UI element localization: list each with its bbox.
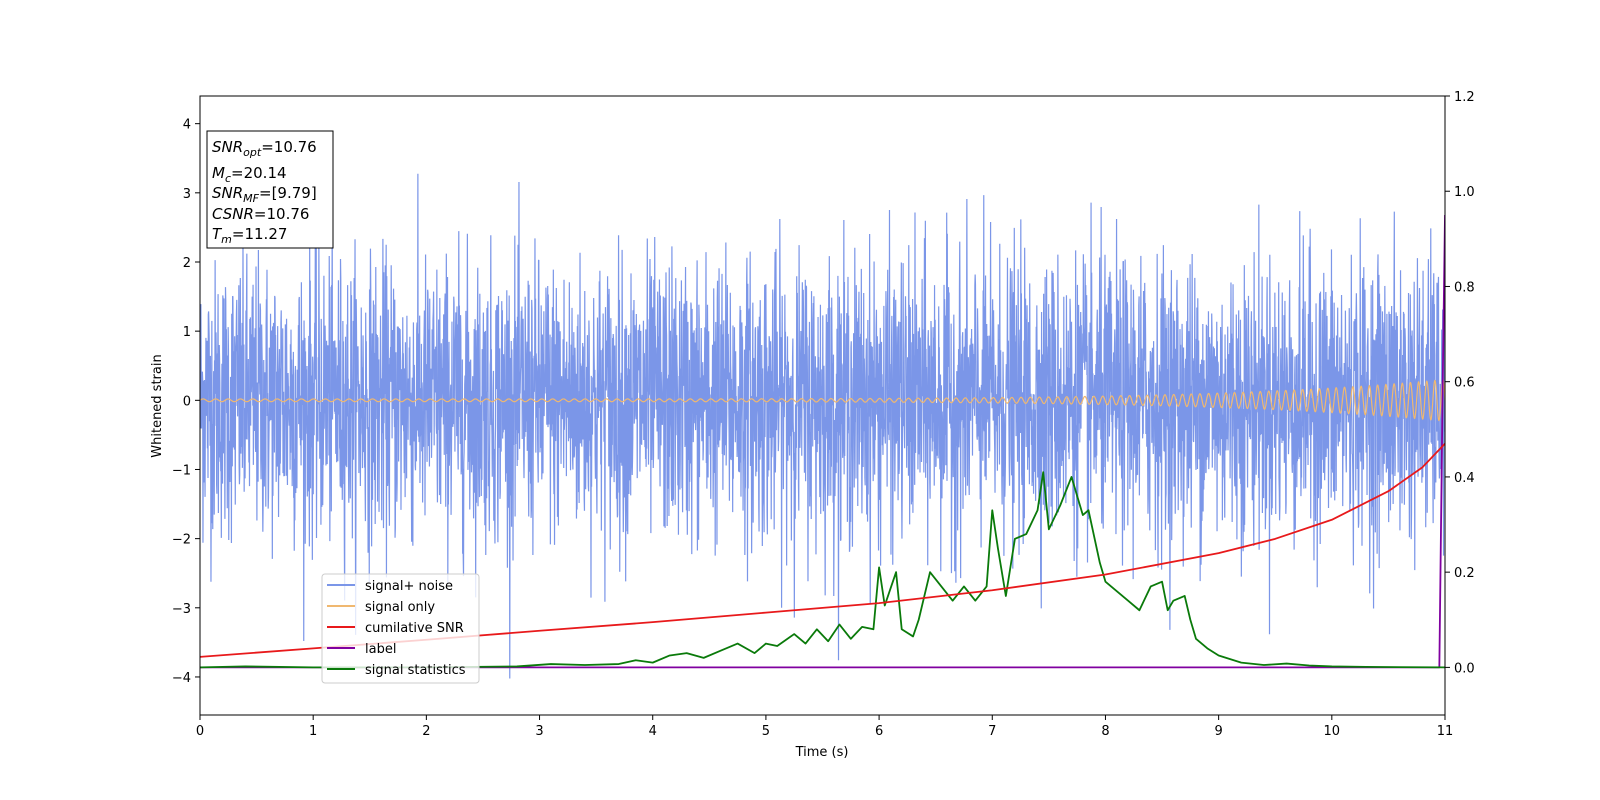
y-tick-label: 3 — [183, 187, 191, 202]
y2-tick-label: 0.2 — [1454, 566, 1475, 581]
y2-tick-label: 0.6 — [1454, 376, 1475, 391]
x-tick-label: 7 — [988, 724, 996, 739]
plot-frame — [199, 95, 1446, 716]
annotation-line: SNRopt=10.76 — [212, 138, 317, 159]
x-tick-label: 0 — [196, 724, 204, 739]
y-tick-label: −4 — [172, 671, 191, 686]
x-tick-label: 11 — [1437, 724, 1454, 739]
x-tick-label: 8 — [1101, 724, 1109, 739]
x-tick-label: 9 — [1214, 724, 1222, 739]
y-axis-left: 4 3 2 1 0 −1 −2 −3 −4 — [172, 118, 200, 686]
y-tick-label: 1 — [183, 325, 191, 340]
legend: signal+ noise signal only cumilative SNR la… — [321, 573, 480, 684]
y-tick-label: −3 — [172, 602, 191, 617]
legend-frame — [321, 573, 480, 684]
legend-label: label — [365, 642, 396, 657]
y2-tick-label: 0.0 — [1454, 661, 1475, 676]
y2-tick-label: 0.8 — [1454, 280, 1475, 295]
annotation-line: Tm=11.27 — [212, 225, 287, 246]
x-tick-label: 5 — [762, 724, 770, 739]
legend-label: cumilative SNR — [365, 621, 464, 636]
x-tick-label: 2 — [422, 724, 430, 739]
y2-tick-label: 1.0 — [1454, 185, 1475, 200]
y2-tick-label: 1.2 — [1454, 90, 1475, 105]
line-signal-only — [200, 378, 1445, 422]
y-tick-label: −2 — [172, 533, 191, 548]
x-tick-label: 6 — [875, 724, 883, 739]
annotation-line: CSNR=10.76 — [212, 205, 309, 223]
y-tick-label: −1 — [172, 463, 191, 478]
annotation-box: SNRopt=10.76 Mc=20.14SNRMF=[9.79]CSNR=10.… — [206, 130, 334, 249]
annotation-line: Mc=20.14 — [212, 164, 287, 185]
annotation-frame — [206, 130, 334, 249]
x-tick-label: 4 — [649, 724, 657, 739]
y-tick-label: 0 — [183, 394, 191, 409]
y2-tick-label: 0.4 — [1454, 471, 1475, 486]
y-tick-label: 2 — [183, 256, 191, 271]
legend-label: signal only — [365, 600, 435, 615]
x-tick-label: 10 — [1324, 724, 1341, 739]
annotation-line: SNRMF=[9.79] — [212, 184, 317, 205]
x-tick-label: 1 — [309, 724, 317, 739]
legend-label: signal+ noise — [365, 579, 453, 594]
x-axis: 0 1 2 3 4 5 6 7 8 9 10 11 — [196, 715, 1453, 739]
y-tick-label: 4 — [183, 118, 191, 133]
y-axis-label: Whitened strain — [150, 354, 165, 457]
x-axis-label: Time (s) — [795, 745, 849, 760]
legend-label: signal statistics — [365, 663, 466, 678]
series-signal-only — [200, 378, 1445, 422]
y-axis-right: 0.0 0.2 0.4 0.6 0.8 1.0 1.2 — [1445, 90, 1475, 676]
x-tick-label: 3 — [535, 724, 543, 739]
line-label — [200, 215, 1445, 669]
line-signal-statistics — [200, 471, 1445, 669]
